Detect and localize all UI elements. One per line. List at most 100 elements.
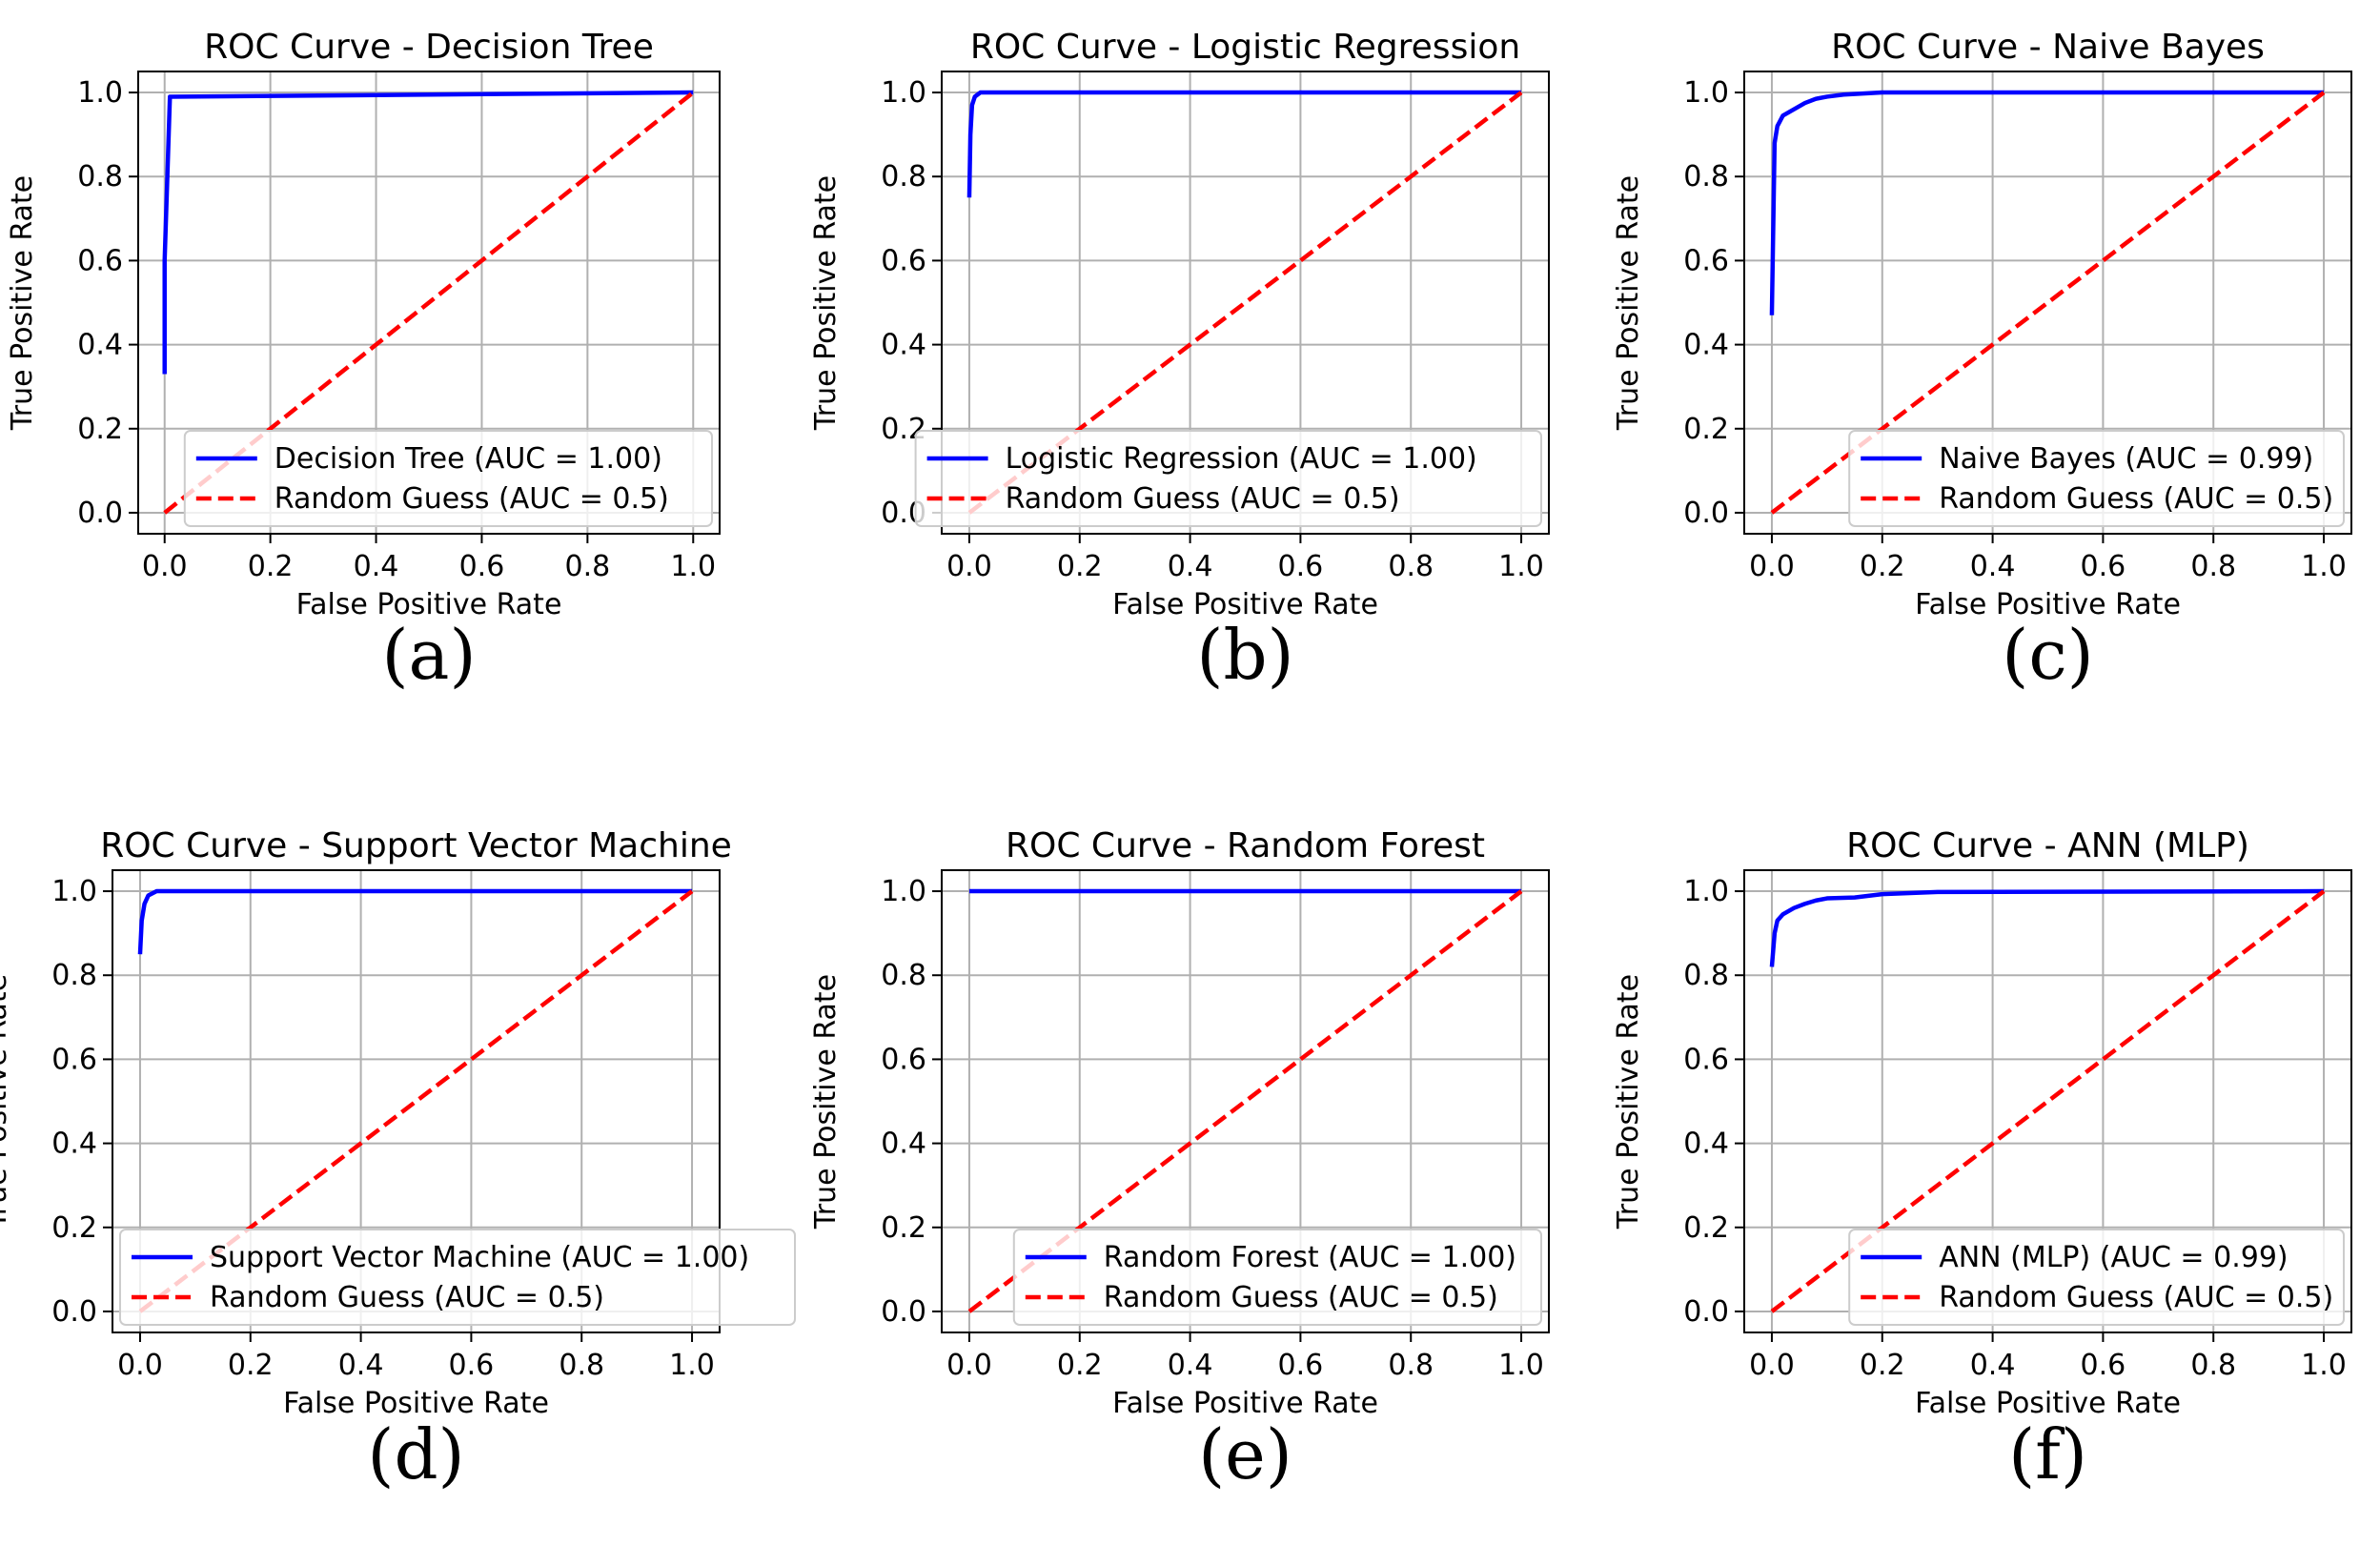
x-tick-label: 0.6 bbox=[1278, 550, 1324, 583]
x-tick-label: 1.0 bbox=[2301, 550, 2347, 583]
panel-label: (e) bbox=[1198, 1414, 1292, 1494]
y-tick-label: 0.6 bbox=[881, 1043, 926, 1076]
x-tick-label: 0.8 bbox=[1388, 1349, 1434, 1382]
x-tick-label: 1.0 bbox=[669, 1349, 715, 1382]
legend-entry: Random Forest (AUC = 1.00) bbox=[1104, 1241, 1516, 1274]
x-axis-label: False Positive Rate bbox=[1112, 1387, 1378, 1420]
y-tick-label: 0.8 bbox=[1683, 160, 1729, 193]
panel-label: (a) bbox=[381, 615, 476, 695]
chart-title: ROC Curve - Decision Tree bbox=[204, 28, 654, 67]
legend-entry: Random Guess (AUC = 0.5) bbox=[1104, 1281, 1498, 1314]
y-tick-label: 0.8 bbox=[881, 160, 926, 193]
y-tick-label: 0.4 bbox=[1683, 1128, 1729, 1161]
x-tick-label: 0.0 bbox=[142, 550, 188, 583]
x-tick-label: 1.0 bbox=[670, 550, 716, 583]
x-tick-label: 0.0 bbox=[1749, 1349, 1795, 1382]
legend: Support Vector Machine (AUC = 1.00) Rando… bbox=[119, 1229, 796, 1326]
x-tick-label: 0.6 bbox=[2081, 550, 2126, 583]
y-tick-label: 0.0 bbox=[51, 1295, 97, 1329]
legend-entry: Random Guess (AUC = 0.5) bbox=[1939, 1281, 2333, 1314]
roc-curve-line bbox=[137, 888, 693, 955]
legend-entry: Logistic Regression (AUC = 1.00) bbox=[1006, 442, 1477, 476]
x-tick-label: 1.0 bbox=[1498, 550, 1544, 583]
x-tick-label: 0.6 bbox=[449, 1349, 495, 1382]
x-axis-label: False Positive Rate bbox=[1915, 1387, 2181, 1420]
x-tick-label: 0.2 bbox=[1860, 1349, 1905, 1382]
roc-panel-4: 0.0 0.2 0.4 0.6 0.8 1.00.00.20.40.60.81.0ROC … bbox=[0, 826, 796, 1494]
legend-box bbox=[1012, 1229, 1543, 1326]
panel-label: (f) bbox=[2008, 1414, 2087, 1494]
x-axis-label: False Positive Rate bbox=[283, 1387, 549, 1420]
y-tick-label: 0.4 bbox=[51, 1128, 97, 1161]
axes-frame bbox=[137, 71, 721, 535]
roc-panel-5: 0.0 0.2 0.4 0.6 0.8 1.0 0.0 0.2 0.4 0.6 0.8 1.0 ROC … bbox=[809, 826, 1550, 1494]
x-tick-label: 0.4 bbox=[1168, 1349, 1213, 1382]
y-axis-label: True Positive Rate bbox=[809, 974, 843, 1230]
axes-frame bbox=[112, 869, 721, 1333]
x-tick-label: 0.0 bbox=[117, 1349, 163, 1382]
roc-panel-6: 0.0 0.2 0.4 0.6 0.8 1.0 0.0 0.2 0.4 0.6 0.8 1.0 ROC … bbox=[1612, 826, 2352, 1494]
x-tick-label: 1.0 bbox=[1498, 1349, 1544, 1382]
roc-curve-line bbox=[966, 90, 1522, 198]
legend-entry: Random Guess (AUC = 0.5) bbox=[1006, 482, 1400, 516]
x-tick-label: 0.0 bbox=[946, 550, 992, 583]
y-tick-label: 0.6 bbox=[51, 1043, 97, 1076]
x-tick-label: 0.8 bbox=[559, 1349, 604, 1382]
y-tick-label: 0.6 bbox=[881, 244, 926, 277]
legend-box bbox=[1848, 1229, 2345, 1326]
x-axis-label: False Positive Rate bbox=[1915, 588, 2181, 621]
legend-box bbox=[119, 1229, 796, 1326]
x-tick-label: 0.0 bbox=[946, 1349, 992, 1382]
y-axis-label: True Positive Rate bbox=[6, 175, 39, 431]
legend: ANN (MLP) (AUC = 0.99) Random Guess (AUC … bbox=[1848, 1229, 2345, 1326]
legend-entry: Support Vector Machine (AUC = 1.00) bbox=[210, 1241, 749, 1274]
legend: Random Forest (AUC = 1.00) Random Guess (… bbox=[1012, 1229, 1543, 1326]
panel-label: (c) bbox=[2002, 615, 2094, 695]
y-tick-label: 0.0 bbox=[881, 1295, 926, 1329]
legend-box bbox=[914, 430, 1542, 527]
roc-panel-1: 0.0 0.2 0.4 0.6 0.8 1.0 0.0 0.2 0.4 0.6 0.8 1.0 ROC … bbox=[6, 28, 721, 695]
y-tick-label: 0.0 bbox=[1683, 1295, 1729, 1329]
axes-frame bbox=[941, 71, 1550, 535]
panel-label: (b) bbox=[1196, 615, 1293, 695]
x-tick-label: 0.2 bbox=[1057, 1349, 1103, 1382]
panel-label: (d) bbox=[367, 1414, 464, 1494]
x-tick-label: 0.0 bbox=[1749, 550, 1795, 583]
legend-box bbox=[1848, 430, 2345, 527]
chart-title: ROC Curve - Support Vector Machine bbox=[100, 826, 732, 865]
roc-curve-line bbox=[162, 90, 694, 375]
y-axis-label: True Positive Rate bbox=[0, 974, 13, 1230]
y-tick-label: 0.2 bbox=[77, 413, 123, 446]
y-tick-label: 0.8 bbox=[51, 959, 97, 992]
y-tick-label: 1.0 bbox=[881, 875, 926, 908]
chart-title: ROC Curve - Random Forest bbox=[1006, 826, 1485, 865]
chart-title: ROC Curve - Logistic Regression bbox=[970, 28, 1520, 67]
y-axis-label: True Positive Rate bbox=[1612, 175, 1645, 431]
y-tick-label: 0.4 bbox=[881, 1128, 926, 1161]
y-axis-label: True Positive Rate bbox=[1612, 974, 1645, 1230]
y-tick-label: 0.8 bbox=[77, 160, 123, 193]
y-tick-label: 1.0 bbox=[77, 76, 123, 110]
y-tick-label: 0.0 bbox=[1683, 497, 1729, 530]
y-tick-label: 0.2 bbox=[1683, 413, 1729, 446]
legend-entry: Naive Bayes (AUC = 0.99) bbox=[1939, 442, 2313, 476]
y-tick-label: 1.0 bbox=[881, 76, 926, 110]
y-tick-label: 0.6 bbox=[1683, 1043, 1729, 1076]
roc-curve-line bbox=[1769, 90, 2325, 315]
x-tick-label: 0.2 bbox=[1860, 550, 1905, 583]
y-tick-label: 0.2 bbox=[1683, 1211, 1729, 1245]
legend-entry: Random Guess (AUC = 0.5) bbox=[1939, 482, 2333, 516]
y-tick-label: 0.8 bbox=[1683, 959, 1729, 992]
x-tick-label: 1.0 bbox=[2301, 1349, 2347, 1382]
legend-entry: Random Guess (AUC = 0.5) bbox=[275, 482, 669, 516]
x-tick-label: 0.2 bbox=[248, 550, 294, 583]
axes-frame bbox=[941, 869, 1550, 1333]
legend: Decision Tree (AUC = 1.00) Random Guess (… bbox=[183, 430, 714, 527]
axes-frame bbox=[1743, 71, 2352, 535]
legend: Logistic Regression (AUC = 1.00) Random G… bbox=[914, 430, 1542, 527]
y-tick-label: 0.6 bbox=[1683, 244, 1729, 277]
x-tick-label: 0.8 bbox=[1388, 550, 1434, 583]
y-tick-label: 1.0 bbox=[51, 875, 97, 908]
x-tick-label: 0.2 bbox=[228, 1349, 274, 1382]
